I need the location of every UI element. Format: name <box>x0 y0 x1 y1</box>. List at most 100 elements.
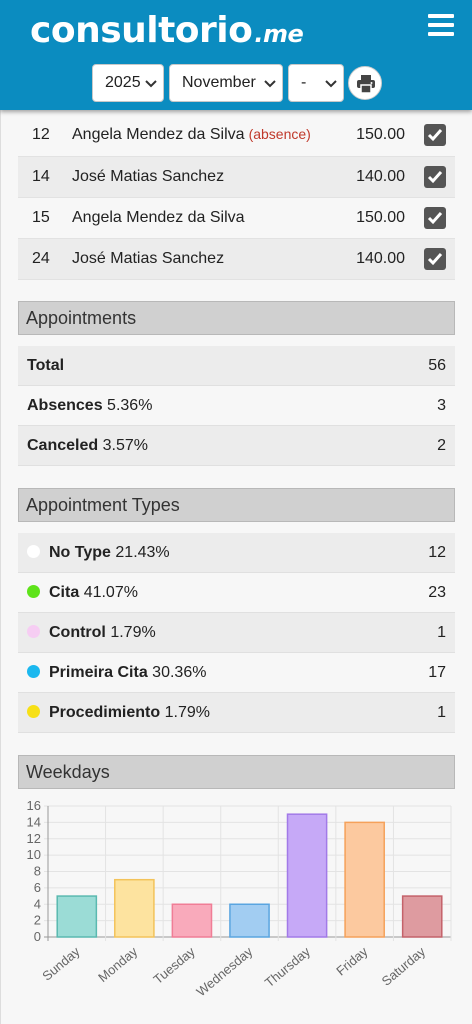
appointment-type-row: Primeira Cita 30.36% 17 <box>18 653 455 693</box>
print-button[interactable] <box>348 66 382 100</box>
stat-count: 2 <box>437 437 446 454</box>
checkmark-icon <box>427 211 443 224</box>
payment-day: 15 <box>18 197 72 239</box>
type-label: Cita <box>49 584 80 601</box>
payment-patient[interactable]: Angela Mendez da Silva <box>72 197 345 239</box>
paid-checkbox-cell <box>415 156 455 198</box>
payment-day: 14 <box>18 156 72 198</box>
stat-label: Canceled <box>27 437 99 454</box>
y-tick-label: 12 <box>27 831 41 846</box>
stat-count: 56 <box>428 357 446 374</box>
absence-note: (absence) <box>248 126 311 143</box>
type-label: Procedimiento <box>49 704 161 721</box>
y-tick-label: 14 <box>27 814 41 829</box>
payment-patient[interactable]: José Matias Sanchez <box>72 156 345 198</box>
x-tick-label: Thursday <box>262 943 314 990</box>
weekday-bar <box>229 903 270 938</box>
type-count: 12 <box>428 544 446 561</box>
appointment-stat-row: Total 56 <box>18 346 455 386</box>
type-percent: 21.43% <box>115 544 170 561</box>
payment-day: 12 <box>18 115 72 157</box>
type-label: Control <box>49 624 106 641</box>
top-navbar: consultorio.me 2025 November - <box>0 0 472 110</box>
weekdays-heading: Weekdays <box>18 755 455 789</box>
appointment-type-row: Cita 41.07% 23 <box>18 573 455 613</box>
type-count: 1 <box>437 704 446 721</box>
type-percent: 1.79% <box>110 624 156 641</box>
checkmark-icon <box>427 252 443 265</box>
type-color-dot <box>27 705 40 718</box>
hamburger-menu-icon[interactable] <box>428 14 454 36</box>
paid-checkbox-cell <box>415 197 455 239</box>
year-select-value: 2025 <box>105 74 141 91</box>
year-select[interactable]: 2025 <box>92 64 164 102</box>
appointment-stat-row: Absences 5.36% 3 <box>18 386 455 426</box>
stat-count: 3 <box>437 397 446 414</box>
weekday-bar <box>401 895 443 938</box>
y-tick-label: 6 <box>34 880 41 895</box>
y-tick-label: 10 <box>27 847 41 862</box>
weekday-bar <box>344 821 385 938</box>
appointment-stat-row: Canceled 3.57% 2 <box>18 426 455 466</box>
payment-amount: 140.00 <box>345 238 415 280</box>
type-percent: 41.07% <box>83 584 138 601</box>
y-tick-label: 2 <box>34 913 41 928</box>
x-tick-label: Saturday <box>379 943 429 988</box>
chevron-down-icon <box>264 65 276 101</box>
appointment-type-row: No Type 21.43% 12 <box>18 533 455 573</box>
x-tick-label: Friday <box>333 943 371 978</box>
payment-row: 12 Angela Mendez da Silva (absence) 150.00 <box>18 115 455 157</box>
weekday-bar <box>114 878 155 938</box>
y-tick-label: 0 <box>34 929 41 944</box>
type-label: No Type <box>49 544 111 561</box>
type-color-dot <box>27 585 40 598</box>
type-color-dot <box>27 625 40 638</box>
payment-amount: 150.00 <box>345 115 415 157</box>
appointment-types-heading: Appointment Types <box>18 488 455 522</box>
payment-day: 24 <box>18 238 72 280</box>
stat-label: Absences <box>27 397 103 414</box>
paid-checkbox-cell <box>415 115 455 157</box>
x-tick-label: Sunday <box>39 943 83 983</box>
payment-amount: 140.00 <box>345 156 415 198</box>
weekday-bar <box>56 895 98 938</box>
type-count: 23 <box>428 584 446 601</box>
paid-checkbox[interactable] <box>424 165 446 188</box>
patient-name: José Matias Sanchez <box>72 249 225 267</box>
paid-checkbox-cell <box>415 238 455 280</box>
page-left-border <box>0 110 1 1024</box>
month-select-value: November <box>182 74 256 91</box>
weekday-bar <box>171 903 213 938</box>
x-tick-label: Wednesday <box>193 943 255 999</box>
type-color-dot <box>27 545 40 558</box>
patient-name: Angela Mendez da Silva <box>72 126 245 144</box>
month-select[interactable]: November <box>169 64 283 102</box>
payment-patient[interactable]: Angela Mendez da Silva (absence) <box>72 115 345 157</box>
type-percent: 1.79% <box>164 704 210 721</box>
stat-percent: 5.36% <box>107 397 153 414</box>
payment-patient[interactable]: José Matias Sanchez <box>72 238 345 280</box>
type-label: Primeira Cita <box>49 664 148 681</box>
y-tick-label: 8 <box>34 864 41 879</box>
payment-row: 14 José Matias Sanchez 140.00 <box>18 156 455 198</box>
stat-percent: 3.57% <box>102 437 148 454</box>
payments-table: 12 Angela Mendez da Silva (absence) 150.00 1… <box>18 115 455 280</box>
type-percent: 30.36% <box>152 664 207 681</box>
type-color-dot <box>27 665 40 678</box>
x-tick-label: Monday <box>95 943 140 985</box>
payment-row: 24 José Matias Sanchez 140.00 <box>18 238 455 280</box>
chevron-down-icon <box>325 65 337 101</box>
y-tick-label: 4 <box>34 896 41 911</box>
weekdays-chart: 0 2 4 6 8 10 12 14 16 Sunday Monday Tuesday Wednesda… <box>18 792 455 1012</box>
day-select[interactable]: - <box>288 64 344 102</box>
paid-checkbox[interactable] <box>424 206 446 229</box>
checkmark-icon <box>427 170 443 183</box>
patient-name: José Matias Sanchez <box>72 167 225 185</box>
appointment-type-row: Procedimiento 1.79% 1 <box>18 693 455 733</box>
chevron-down-icon <box>145 65 157 101</box>
paid-checkbox[interactable] <box>424 124 446 147</box>
app-logo[interactable]: consultorio.me <box>30 10 304 51</box>
paid-checkbox[interactable] <box>424 247 446 270</box>
